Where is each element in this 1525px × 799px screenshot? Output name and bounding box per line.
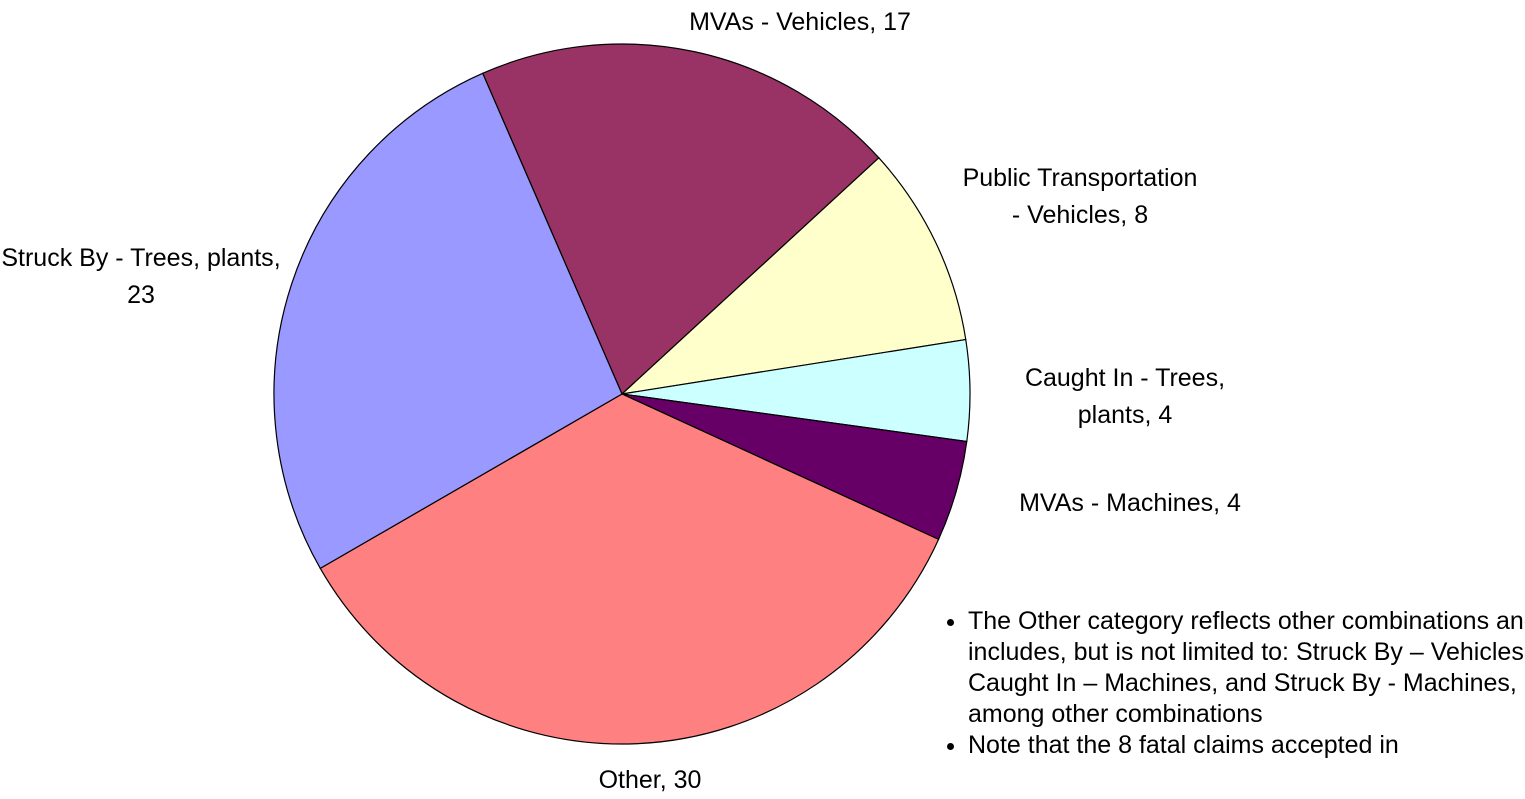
slice-label: Other30 xyxy=(540,762,760,799)
pie-slice xyxy=(620,156,967,395)
value: 4 xyxy=(1213,489,1241,517)
slice-label: Struck By - Trees, plants23 xyxy=(0,240,282,314)
category: Other xyxy=(598,766,660,794)
category: MVAs - Machines xyxy=(1019,489,1214,517)
slice-label: MVAs - Machines4 xyxy=(960,485,1300,522)
value: 8 xyxy=(1120,201,1148,229)
category: Caught In - Trees, plants xyxy=(1024,364,1226,429)
slice-label: MVAs - Vehicles17 xyxy=(640,4,960,41)
category: MVAs - Vehicles xyxy=(689,8,870,36)
note: Note that the 8 fatal claims accepted in xyxy=(968,730,1525,761)
category: Struck By - Trees, plants xyxy=(1,244,274,272)
slice-label: Caught In - Trees, plants4 xyxy=(985,360,1265,434)
pie-slice xyxy=(273,72,623,570)
slice-label: Public Transportation - Vehicles8 xyxy=(960,160,1200,234)
pie-slice xyxy=(481,43,880,396)
category: Public Transportation - Vehicles xyxy=(962,164,1198,229)
notes: The Other category reflects other combin… xyxy=(940,606,1525,761)
pie-slice xyxy=(319,393,940,745)
value: 17 xyxy=(869,8,911,36)
value: 30 xyxy=(660,766,702,794)
value: 4 xyxy=(1144,401,1172,429)
note: The Other category reflects other combin… xyxy=(968,606,1525,730)
